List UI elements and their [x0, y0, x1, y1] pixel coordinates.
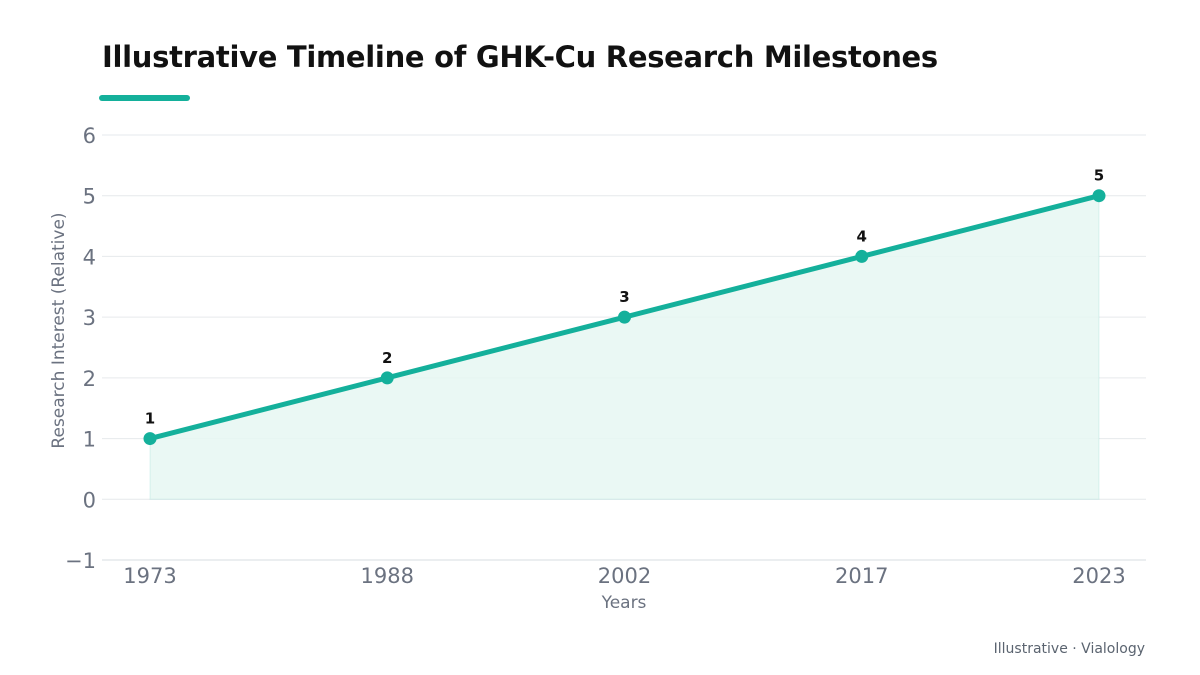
y-tick-label: 0	[83, 488, 96, 512]
y-axis-label: Research Interest (Relative)	[49, 212, 69, 448]
x-axis-ticks: 1973 1988 2002 2017 2023	[123, 564, 1125, 588]
footer-credit: Illustrative · Vialology	[993, 641, 1145, 657]
y-tick-label: −1	[65, 549, 96, 573]
chart-title: Illustrative Timeline of GHK-Cu Research…	[102, 40, 938, 74]
title-accent-bar	[99, 95, 190, 101]
data-point	[618, 310, 631, 324]
data-point	[855, 249, 869, 263]
data-label: 3	[619, 288, 629, 306]
data-points	[143, 189, 1106, 446]
data-label: 4	[857, 227, 867, 245]
data-point	[380, 371, 394, 385]
y-tick-label: 3	[83, 306, 96, 330]
data-point	[143, 432, 157, 446]
data-point	[1092, 189, 1106, 203]
data-label: 1	[145, 410, 155, 428]
x-tick-label: 2023	[1072, 564, 1125, 588]
data-labels: 1 2 3 4 5	[145, 167, 1104, 428]
y-tick-label: 1	[83, 428, 96, 452]
x-tick-label: 1988	[361, 564, 414, 588]
x-tick-label: 1973	[123, 564, 176, 588]
x-tick-label: 2017	[835, 564, 888, 588]
y-tick-label: 2	[83, 367, 96, 391]
area-fill-shape	[149, 195, 1100, 500]
data-label: 5	[1094, 167, 1104, 185]
data-label: 2	[382, 349, 392, 367]
x-tick-label: 2002	[598, 564, 651, 588]
x-axis-label: Years	[601, 593, 647, 613]
y-tick-label: 4	[83, 245, 96, 269]
area-fill	[149, 195, 1100, 500]
y-tick-label: 5	[83, 185, 96, 209]
y-tick-label: 6	[83, 124, 96, 148]
y-axis-ticks: −1 0 1 2 3 4 5 6	[65, 124, 96, 573]
